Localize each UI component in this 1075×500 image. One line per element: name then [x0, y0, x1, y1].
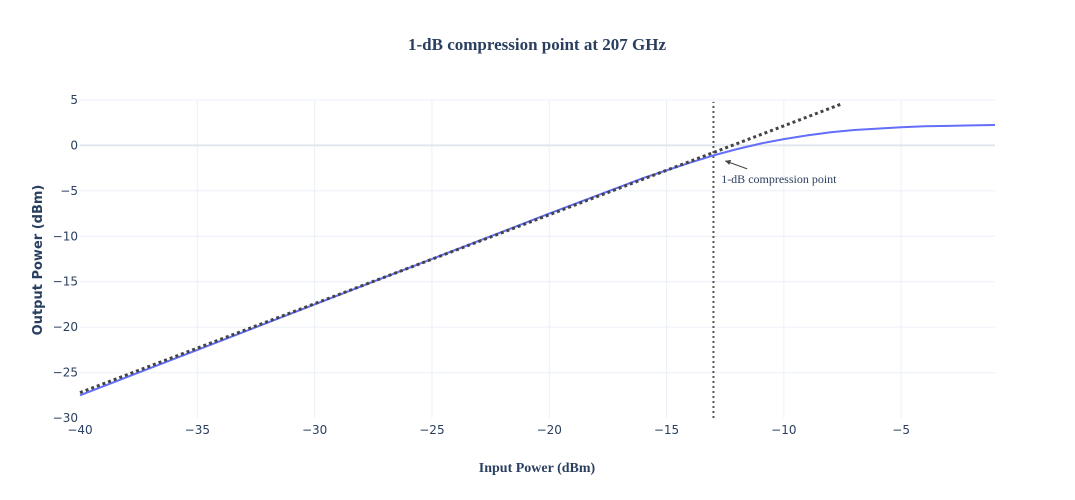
- grid-lines: [80, 99, 995, 418]
- x-tick-label: −30: [302, 423, 327, 437]
- x-axis-title: Input Power (dBm): [479, 461, 596, 476]
- series-layer: [79, 101, 996, 418]
- ideal-linear-line: [79, 102, 844, 395]
- annotation-label: 1-dB compression point: [721, 172, 837, 186]
- y-tick-label: −25: [53, 366, 78, 380]
- x-tick-label: −5: [892, 423, 910, 437]
- y-tick-label: −10: [53, 229, 78, 243]
- y-tick-label: −20: [53, 320, 78, 334]
- x-tick-label: −25: [419, 423, 444, 437]
- y-axis-title: Output Power (dBm): [31, 185, 46, 336]
- tick-labels: −40 −35 −30 −25 −20 −15 −10 −5 −30 −25 −20 −15 −10 −5…: [53, 93, 910, 437]
- x-tick-label: −35: [185, 423, 210, 437]
- x-tick-label: −10: [771, 423, 796, 437]
- x-tick-label: −15: [654, 423, 679, 437]
- x-tick-label: −20: [537, 423, 562, 437]
- y-tick-label: −30: [53, 411, 78, 425]
- annotation-arrowhead: [725, 159, 732, 165]
- y-tick-label: 0: [70, 138, 78, 152]
- y-tick-label: −15: [53, 275, 78, 289]
- x-tick-label: −40: [67, 423, 92, 437]
- chart-title: 1-dB compression point at 207 GHz: [408, 35, 666, 54]
- y-tick-label: 5: [70, 93, 78, 107]
- y-tick-label: −5: [60, 184, 78, 198]
- annotation-layer: 1-dB compression point: [721, 159, 837, 186]
